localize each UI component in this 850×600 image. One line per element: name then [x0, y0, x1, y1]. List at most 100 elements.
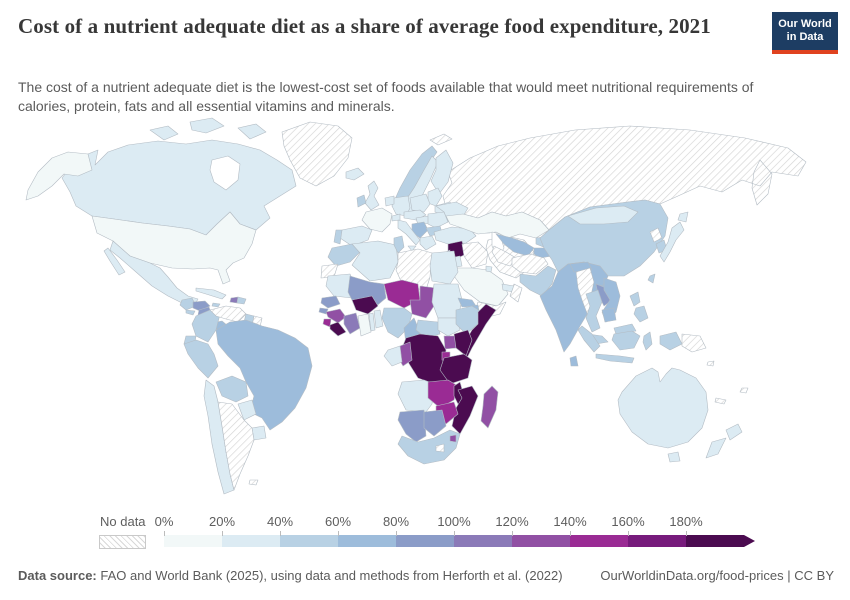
- legend-bin-160-180%[interactable]: [628, 535, 686, 547]
- country-romania[interactable]: [427, 211, 449, 229]
- country-benin[interactable]: [373, 309, 384, 329]
- country-argentina[interactable]: [217, 401, 255, 491]
- country-somalia[interactable]: [464, 303, 497, 361]
- country-portugal[interactable]: [333, 229, 343, 245]
- country-australia[interactable]: [617, 367, 709, 449]
- country-indonesia-java[interactable]: [595, 353, 635, 364]
- country-svalbard[interactable]: [429, 133, 453, 146]
- country-indonesia-papua[interactable]: [659, 331, 683, 351]
- country-burkina-faso[interactable]: [351, 295, 379, 315]
- country-turkmenistan[interactable]: [491, 245, 517, 267]
- country-ghana[interactable]: [357, 313, 372, 337]
- country-bolivia[interactable]: [215, 375, 249, 403]
- legend-bin-80-100%[interactable]: [396, 535, 454, 547]
- country-japan[interactable]: [659, 211, 689, 263]
- country-guinea-bissau[interactable]: [318, 307, 329, 315]
- country-uzbekistan[interactable]: [495, 233, 535, 257]
- legend-bin-40-60%[interactable]: [280, 535, 338, 547]
- country-togo[interactable]: [368, 312, 376, 332]
- country-senegal[interactable]: [320, 295, 341, 309]
- country-finland[interactable]: [430, 149, 454, 195]
- country-north-korea[interactable]: [649, 227, 663, 243]
- country-poland[interactable]: [409, 193, 431, 213]
- legend-bin-120-140%[interactable]: [512, 535, 570, 547]
- country-taiwan[interactable]: [647, 273, 656, 284]
- country-uruguay[interactable]: [251, 425, 267, 441]
- country-cuba[interactable]: [195, 287, 227, 300]
- country-mexico-baja[interactable]: [103, 247, 126, 276]
- country-tanzania[interactable]: [439, 353, 473, 385]
- country-eswatini[interactable]: [449, 434, 457, 443]
- legend-bin-180%+[interactable]: [686, 535, 744, 547]
- country-algeria[interactable]: [351, 240, 399, 282]
- country-iceland[interactable]: [345, 167, 365, 181]
- owid-url-link[interactable]: OurWorldinData.org/food-prices: [600, 568, 784, 583]
- country-tunisia[interactable]: [393, 235, 405, 254]
- country-pakistan[interactable]: [519, 265, 557, 297]
- country-afghanistan[interactable]: [511, 253, 549, 275]
- country-angola[interactable]: [397, 379, 435, 413]
- country-guatemala[interactable]: [179, 297, 197, 311]
- country-kenya[interactable]: [453, 329, 473, 357]
- legend-bin-100-120%[interactable]: [454, 535, 512, 547]
- country-fiji[interactable]: [739, 387, 749, 394]
- country-lesotho[interactable]: [435, 443, 445, 453]
- country-greece[interactable]: [419, 235, 437, 251]
- country-brazil[interactable]: [215, 319, 313, 431]
- legend-bin-60-80%[interactable]: [338, 535, 396, 547]
- country-sri-lanka[interactable]: [569, 355, 579, 367]
- country-papua-new-guinea[interactable]: [681, 333, 707, 353]
- country-philippines[interactable]: [629, 291, 649, 323]
- country-netherlands-belgium[interactable]: [384, 195, 395, 207]
- country-uganda[interactable]: [443, 335, 457, 350]
- owid-logo[interactable]: Our World in Data: [772, 12, 838, 54]
- country-thailand[interactable]: [585, 289, 603, 333]
- country-solomon-islands[interactable]: [706, 360, 715, 367]
- country-gabon[interactable]: [383, 345, 403, 367]
- country-united-kingdom[interactable]: [364, 180, 380, 211]
- country-italy[interactable]: [397, 219, 421, 252]
- country-kazakhstan[interactable]: [445, 211, 550, 239]
- country-oman[interactable]: [509, 283, 523, 303]
- country-cote-divoire[interactable]: [343, 312, 361, 335]
- country-venezuela[interactable]: [209, 305, 247, 323]
- country-indonesia-sulawesi[interactable]: [642, 331, 653, 351]
- country-paraguay[interactable]: [237, 399, 257, 421]
- country-cambodia[interactable]: [601, 307, 617, 323]
- country-botswana[interactable]: [423, 409, 447, 437]
- country-iraq[interactable]: [461, 241, 489, 269]
- country-madagascar[interactable]: [480, 385, 499, 429]
- country-france[interactable]: [361, 207, 393, 233]
- country-dominican-republic[interactable]: [236, 296, 247, 305]
- country-indonesia-kalimantan[interactable]: [611, 330, 641, 351]
- country-united-states-alaska[interactable]: [25, 151, 93, 201]
- country-peru[interactable]: [183, 339, 219, 379]
- country-greenland[interactable]: [281, 121, 353, 187]
- legend-bin-140-160%[interactable]: [570, 535, 628, 547]
- country-turkey[interactable]: [433, 226, 477, 245]
- legend-bin-0-20%[interactable]: [164, 535, 222, 547]
- country-switzerland[interactable]: [391, 213, 401, 222]
- no-data-swatch[interactable]: [99, 535, 146, 549]
- country-zambia[interactable]: [427, 379, 459, 409]
- country-australia-tasmania[interactable]: [667, 451, 681, 463]
- country-egypt[interactable]: [429, 250, 459, 285]
- country-south-sudan[interactable]: [437, 317, 461, 337]
- country-new-zealand[interactable]: [705, 423, 743, 459]
- country-kuwait[interactable]: [485, 265, 493, 273]
- country-indonesia-sumatra[interactable]: [577, 325, 601, 353]
- country-jamaica[interactable]: [211, 302, 221, 308]
- country-haiti[interactable]: [229, 296, 239, 304]
- license-label[interactable]: CC BY: [794, 568, 834, 583]
- country-new-caledonia[interactable]: [714, 397, 727, 405]
- country-saudi-arabia[interactable]: [451, 267, 509, 307]
- country-liberia[interactable]: [329, 321, 347, 337]
- country-canada-arctic-islands[interactable]: [149, 117, 267, 141]
- country-falkland-islands[interactable]: [248, 479, 259, 486]
- legend-bin-20-40%[interactable]: [222, 535, 280, 547]
- country-ireland[interactable]: [356, 194, 367, 208]
- country-el-salvador[interactable]: [185, 309, 196, 316]
- country-guinea[interactable]: [325, 308, 347, 324]
- country-south-africa[interactable]: [397, 429, 461, 465]
- country-mongolia[interactable]: [567, 205, 639, 225]
